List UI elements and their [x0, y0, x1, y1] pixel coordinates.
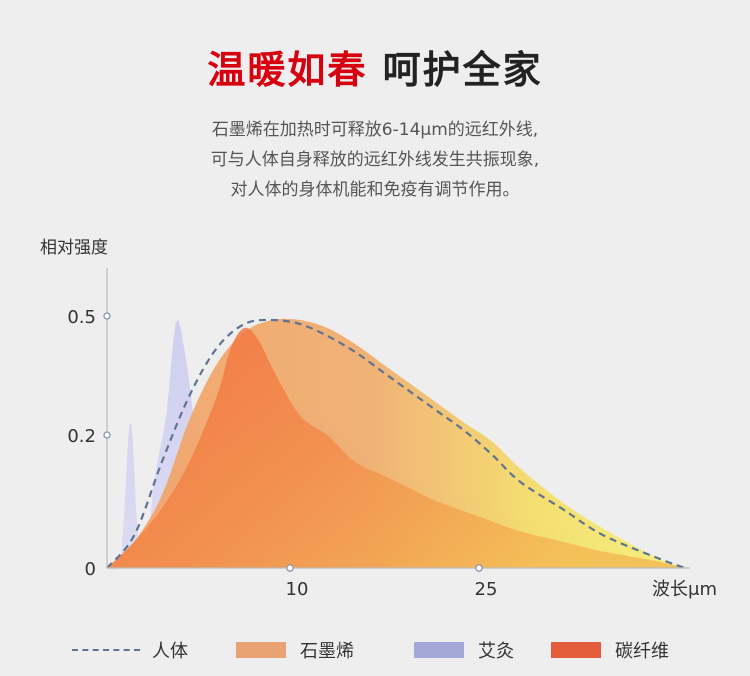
legend-item-moxa: 艾灸 [414, 632, 514, 668]
x-tick-marker [475, 564, 483, 572]
legend-label: 艾灸 [478, 641, 514, 662]
y-tick-label: 0.2 [67, 426, 96, 447]
legend-item-human: 人体 [72, 632, 188, 668]
legend: 人体 石墨烯 艾灸 碳纤维 [0, 632, 750, 668]
legend-label: 石墨烯 [300, 641, 354, 662]
y-tick-label: 0 [85, 559, 96, 580]
desc-line-3: 对人体的身体机能和免疫有调节作用。 [230, 180, 520, 200]
legend-swatch [551, 642, 601, 658]
page-title: 温暖如春 呵护全家 [0, 44, 750, 96]
legend-swatch [414, 642, 464, 658]
legend-dash-line [72, 649, 140, 651]
human-curve [106, 318, 686, 570]
legend-swatch [236, 642, 286, 658]
x-axis-label: 波长μm [652, 579, 717, 600]
x-tick-marker [286, 564, 294, 572]
legend-label: 碳纤维 [615, 641, 669, 662]
legend-item-graphene: 石墨烯 [236, 632, 354, 668]
y-tick-marker [103, 431, 111, 439]
y-tick-label: 0.5 [67, 307, 96, 328]
y-tick-marker [103, 312, 111, 320]
y-axis-label: 相对强度 [40, 238, 108, 258]
x-tick-label: 10 [286, 579, 309, 600]
desc-line-1: 石墨烯在加热时可释放6-14μm的远红外线, [211, 120, 539, 140]
legend-item-carbon-fiber: 碳纤维 [551, 632, 669, 668]
carbon-fiber-area [107, 327, 685, 568]
description: 石墨烯在加热时可释放6-14μm的远红外线, 可与人体自身释放的远红外线发生共振… [0, 115, 750, 205]
x-tick-label: 25 [475, 579, 498, 600]
title-highlight: 温暖如春 [207, 48, 368, 92]
desc-line-2: 可与人体自身释放的远红外线发生共振现象, [210, 150, 540, 170]
title-rest: 呵护全家 [382, 48, 543, 92]
legend-label: 人体 [152, 641, 188, 662]
